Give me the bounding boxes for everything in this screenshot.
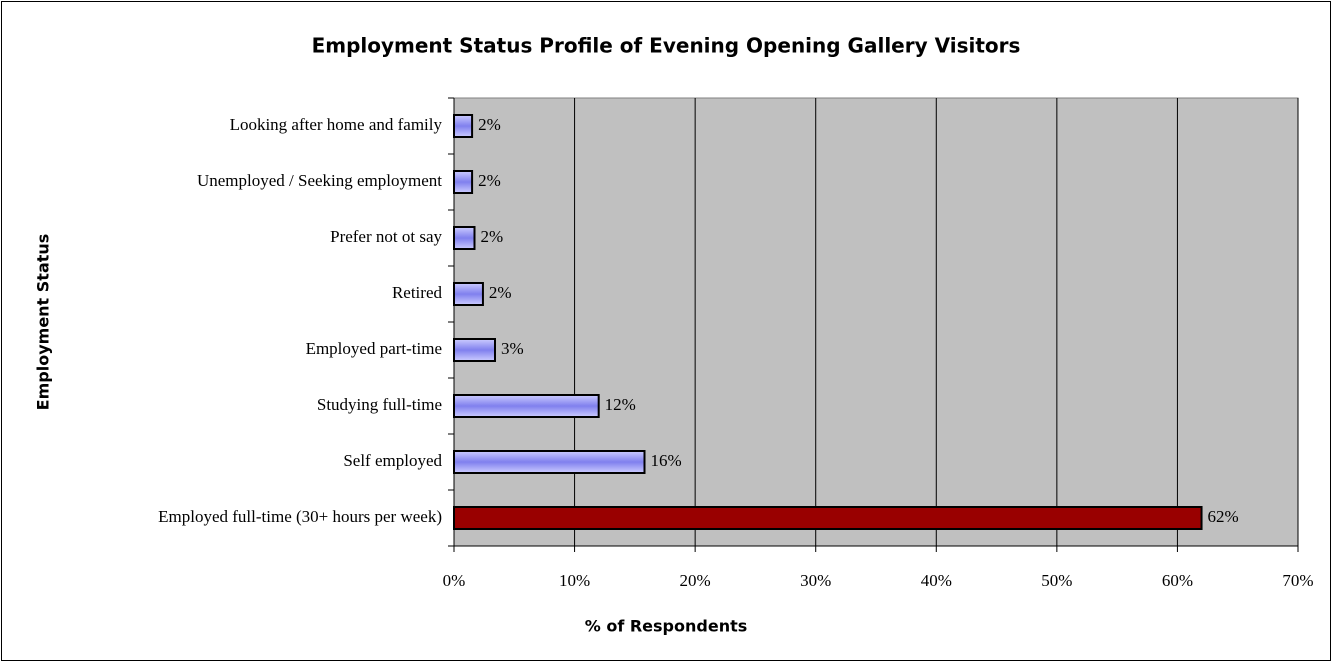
bar xyxy=(453,282,484,306)
bar xyxy=(453,338,496,362)
bar xyxy=(453,394,600,418)
data-label: 12% xyxy=(605,395,636,414)
y-tick-label: Studying full-time xyxy=(317,395,442,414)
x-tick-label: 50% xyxy=(1041,571,1072,590)
y-tick-label: Looking after home and family xyxy=(230,115,443,134)
y-tick-label: Retired xyxy=(392,283,443,302)
y-tick-label: Unemployed / Seeking employment xyxy=(197,171,442,190)
x-tick-label: 70% xyxy=(1282,571,1313,590)
y-tick-label: Prefer not ot say xyxy=(330,227,442,246)
bar xyxy=(453,170,474,194)
bar xyxy=(453,450,646,474)
plot-area xyxy=(453,97,1299,547)
x-tick-label: 60% xyxy=(1162,571,1193,590)
y-axis-label: Employment Status xyxy=(34,234,53,411)
data-label: 3% xyxy=(501,339,524,358)
bar xyxy=(453,506,1203,530)
x-tick-label: 10% xyxy=(559,571,590,590)
data-label: 16% xyxy=(651,451,682,470)
bar xyxy=(453,226,476,250)
x-axis-label: % of Respondents xyxy=(585,617,748,636)
x-tick-label: 20% xyxy=(680,571,711,590)
y-tick-label: Employed part-time xyxy=(306,339,442,358)
bar xyxy=(453,114,474,138)
y-tick-label: Self employed xyxy=(343,451,442,470)
y-tick-label: Employed full-time (30+ hours per week) xyxy=(158,507,442,526)
chart-title: Employment Status Profile of Evening Ope… xyxy=(312,34,1021,58)
x-tick-label: 40% xyxy=(921,571,952,590)
data-label: 2% xyxy=(480,227,503,246)
data-label: 62% xyxy=(1208,507,1239,526)
data-label: 2% xyxy=(478,171,501,190)
data-label: 2% xyxy=(478,115,501,134)
x-tick-label: 0% xyxy=(443,571,466,590)
data-label: 2% xyxy=(489,283,512,302)
x-tick-label: 30% xyxy=(800,571,831,590)
